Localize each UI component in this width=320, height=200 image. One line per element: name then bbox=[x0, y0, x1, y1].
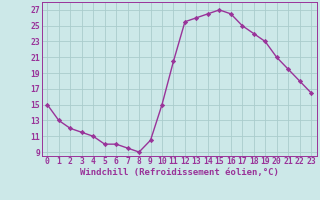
X-axis label: Windchill (Refroidissement éolien,°C): Windchill (Refroidissement éolien,°C) bbox=[80, 168, 279, 177]
